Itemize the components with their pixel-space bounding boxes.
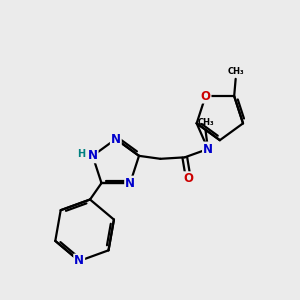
Text: O: O: [200, 90, 211, 103]
Text: N: N: [203, 142, 213, 155]
Text: CH₃: CH₃: [197, 118, 214, 127]
Text: N: N: [125, 177, 135, 190]
Text: N: N: [74, 254, 84, 268]
Text: N: N: [111, 133, 121, 146]
Text: O: O: [183, 172, 193, 185]
Text: H: H: [77, 149, 86, 159]
Text: CH₃: CH₃: [227, 67, 244, 76]
Text: N: N: [88, 149, 98, 162]
